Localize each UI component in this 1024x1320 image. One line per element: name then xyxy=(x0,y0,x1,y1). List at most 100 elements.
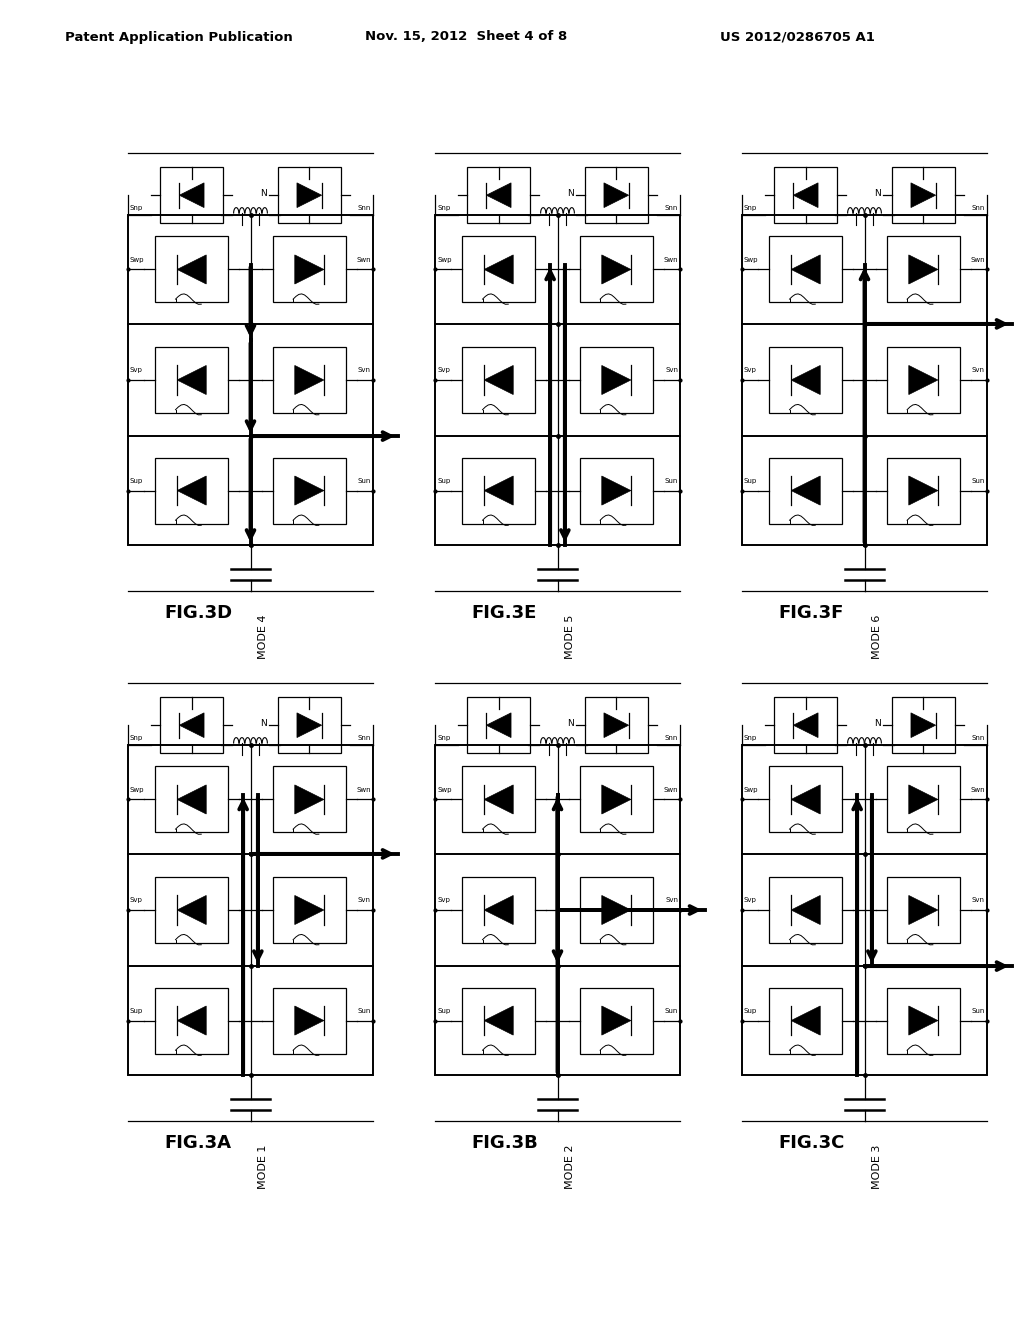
Bar xyxy=(462,767,536,833)
Text: N: N xyxy=(567,189,574,198)
Bar xyxy=(774,168,837,223)
Polygon shape xyxy=(295,477,324,506)
Bar xyxy=(468,697,530,754)
Polygon shape xyxy=(486,183,511,207)
Text: Snn: Snn xyxy=(972,205,985,211)
Text: Sup: Sup xyxy=(437,478,451,484)
Text: N: N xyxy=(567,718,574,727)
Polygon shape xyxy=(908,1006,938,1035)
Bar xyxy=(742,215,987,545)
Text: Snn: Snn xyxy=(665,735,678,741)
Bar xyxy=(585,697,647,754)
Polygon shape xyxy=(177,255,206,284)
Bar xyxy=(272,767,346,833)
Bar xyxy=(468,168,530,223)
Text: Snp: Snp xyxy=(130,735,143,741)
Polygon shape xyxy=(295,785,324,814)
Text: Snn: Snn xyxy=(665,205,678,211)
Text: Svp: Svp xyxy=(744,898,757,903)
Bar xyxy=(769,236,843,302)
Bar xyxy=(887,767,961,833)
Bar xyxy=(769,458,843,524)
Bar xyxy=(155,347,228,413)
Polygon shape xyxy=(794,713,818,738)
Polygon shape xyxy=(297,713,322,738)
Bar xyxy=(462,876,536,942)
Polygon shape xyxy=(911,713,936,738)
Text: MODE 6: MODE 6 xyxy=(871,614,882,659)
Polygon shape xyxy=(486,713,511,738)
Polygon shape xyxy=(908,477,938,506)
Bar xyxy=(887,876,961,942)
Polygon shape xyxy=(295,255,324,284)
Bar xyxy=(769,876,843,942)
Text: MODE 2: MODE 2 xyxy=(565,1144,574,1189)
Text: Swp: Swp xyxy=(437,257,452,263)
Polygon shape xyxy=(792,785,820,814)
Bar xyxy=(580,458,653,524)
Text: Sun: Sun xyxy=(357,1008,371,1014)
Polygon shape xyxy=(177,895,206,924)
Text: FIG.3B: FIG.3B xyxy=(472,1134,539,1152)
Text: MODE 1: MODE 1 xyxy=(258,1144,267,1189)
Text: Snn: Snn xyxy=(357,205,371,211)
Text: Swn: Swn xyxy=(356,787,371,793)
Polygon shape xyxy=(484,366,513,395)
Text: Svp: Svp xyxy=(130,367,143,374)
Polygon shape xyxy=(604,713,629,738)
Text: Snn: Snn xyxy=(357,735,371,741)
Polygon shape xyxy=(792,366,820,395)
Text: Snp: Snp xyxy=(437,735,451,741)
Text: Swp: Swp xyxy=(437,787,452,793)
Bar xyxy=(892,697,954,754)
Polygon shape xyxy=(484,895,513,924)
Polygon shape xyxy=(179,713,204,738)
Polygon shape xyxy=(908,255,938,284)
Polygon shape xyxy=(794,183,818,207)
Bar xyxy=(155,987,228,1053)
Bar xyxy=(155,876,228,942)
Polygon shape xyxy=(177,477,206,506)
Text: Swn: Swn xyxy=(971,787,985,793)
Text: Svp: Svp xyxy=(437,898,450,903)
Text: MODE 4: MODE 4 xyxy=(258,614,267,659)
Bar xyxy=(585,168,647,223)
Polygon shape xyxy=(908,895,938,924)
Polygon shape xyxy=(295,1006,324,1035)
Bar xyxy=(769,987,843,1053)
Polygon shape xyxy=(484,1006,513,1035)
Text: Sun: Sun xyxy=(972,1008,985,1014)
Polygon shape xyxy=(792,895,820,924)
Bar xyxy=(128,215,373,545)
Bar xyxy=(155,767,228,833)
Text: Swp: Swp xyxy=(744,787,759,793)
Text: Svp: Svp xyxy=(130,898,143,903)
Bar xyxy=(742,744,987,1074)
Text: FIG.3C: FIG.3C xyxy=(778,1134,845,1152)
Polygon shape xyxy=(484,785,513,814)
Bar xyxy=(580,876,653,942)
Text: Swn: Swn xyxy=(664,257,678,263)
Text: Svp: Svp xyxy=(437,367,450,374)
Bar xyxy=(580,236,653,302)
Text: N: N xyxy=(874,718,881,727)
Polygon shape xyxy=(602,366,631,395)
Text: Svn: Svn xyxy=(972,898,985,903)
Bar xyxy=(161,168,223,223)
Text: MODE 5: MODE 5 xyxy=(565,614,574,659)
Text: Snp: Snp xyxy=(744,735,758,741)
Polygon shape xyxy=(792,255,820,284)
Polygon shape xyxy=(602,477,631,506)
Bar xyxy=(462,458,536,524)
Bar xyxy=(887,347,961,413)
Bar xyxy=(580,347,653,413)
Text: Sup: Sup xyxy=(130,1008,143,1014)
Bar xyxy=(435,215,680,545)
Text: N: N xyxy=(260,189,267,198)
Text: Sup: Sup xyxy=(744,1008,758,1014)
Text: Sun: Sun xyxy=(357,478,371,484)
Polygon shape xyxy=(295,895,324,924)
Text: Patent Application Publication: Patent Application Publication xyxy=(65,30,293,44)
Text: N: N xyxy=(874,189,881,198)
Bar xyxy=(887,987,961,1053)
